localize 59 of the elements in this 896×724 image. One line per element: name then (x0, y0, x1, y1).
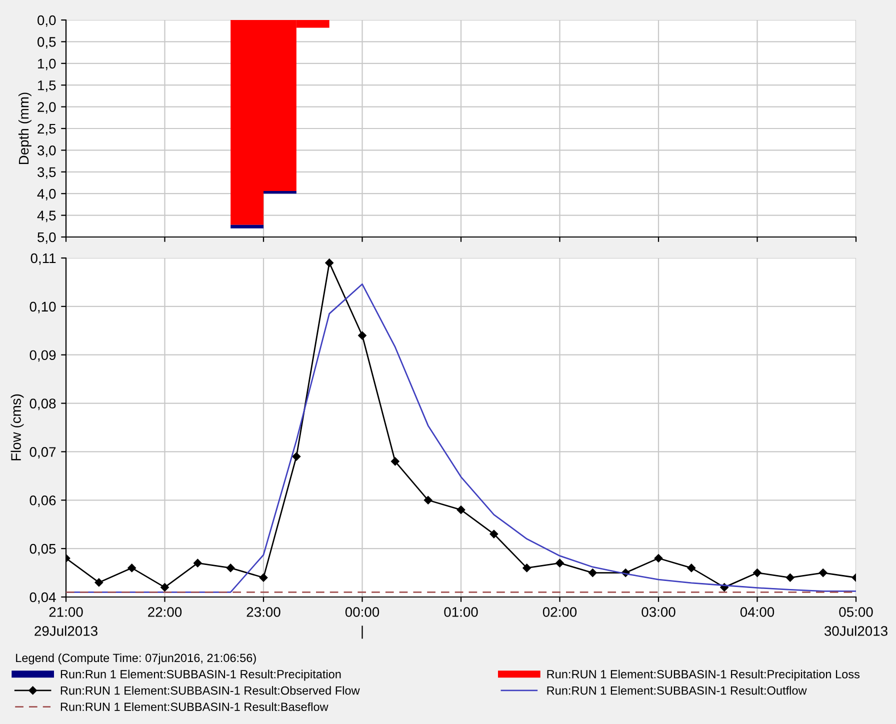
y-tick-label: 3,5 (38, 167, 56, 179)
point (818, 568, 828, 577)
x-tick-label: 21:00 29Jul2013 (34, 607, 98, 636)
x-tick-label: 03:00 (642, 607, 676, 617)
point (456, 506, 466, 514)
y-tick-label: 2,0 (38, 102, 56, 114)
y-tick-label: 1,0 (38, 58, 56, 70)
x-tick-label: 22:00 (148, 607, 182, 617)
y-tick-label: 0,06 (30, 495, 56, 507)
point (358, 331, 366, 340)
y-tick-label: 0,0 (38, 15, 56, 27)
legend-label: Run:RUN 1 Element:SUBBASIN-1 Result:Observed Flow (60, 686, 360, 695)
point (194, 558, 202, 568)
point (588, 568, 597, 577)
y-tick-label: 0,5 (38, 37, 56, 49)
legend-label: Run:Run 1 Element:SUBBASIN-1 Result:Precipitation (60, 670, 341, 681)
y-tick-label: 0,10 (30, 302, 56, 314)
point (786, 573, 794, 582)
y-tick-label: 0,05 (30, 544, 56, 556)
point (490, 530, 498, 538)
x-tick-label: 23:00 (246, 607, 280, 617)
y-tick-label: 0,08 (30, 398, 56, 410)
y-tick-label: 2,5 (38, 124, 56, 136)
point (391, 457, 400, 466)
legend-label: Run:RUN 1 Element:SUBBASIN-1 Result:Precipitation Loss (547, 670, 860, 681)
y-axis-title: Depth (mm) (18, 92, 32, 164)
point (292, 452, 301, 461)
point (128, 564, 136, 572)
y-tick-label: 0,07 (30, 447, 56, 459)
point (259, 573, 268, 582)
point (687, 564, 696, 572)
point (424, 496, 432, 504)
legend-title: Legend (Compute Time: 07jun2016, 21:06:56) (16, 653, 256, 664)
bar (230, 224, 264, 228)
point (556, 558, 564, 568)
x-tick-label: 02:00 (542, 607, 577, 617)
legend-label: Run:RUN 1 Element:SUBBASIN-1 Result:Outflow (547, 686, 807, 695)
y-tick-label: 5,0 (38, 232, 56, 244)
y-tick-label: 3,0 (38, 146, 56, 158)
point (94, 578, 104, 587)
x-tick-label: 04:00 (740, 607, 774, 617)
y-tick-label: 0,04 (30, 592, 56, 604)
point (226, 564, 235, 572)
legend-label: Run:RUN 1 Element:SUBBASIN-1 Result:Baseflow (60, 702, 328, 712)
point (325, 258, 334, 267)
y-tick-label: 4,0 (37, 188, 56, 200)
point (753, 568, 762, 577)
x-tick-label: 01:00 (444, 607, 478, 617)
point (654, 554, 663, 562)
bar (264, 190, 296, 194)
y-tick-label: 1,5 (38, 80, 56, 92)
x-tick-label: 00:00 | (345, 607, 380, 639)
point (522, 564, 531, 572)
y-axis-title: Flow (cms) (10, 394, 24, 460)
y-tick-label: 0,09 (30, 350, 56, 362)
point (160, 583, 169, 592)
y-tick-label: 0,11 (30, 253, 56, 265)
y-tick-label: 4,5 (37, 210, 56, 222)
x-tick-label: 05:00 30Jul2013 (824, 607, 888, 636)
